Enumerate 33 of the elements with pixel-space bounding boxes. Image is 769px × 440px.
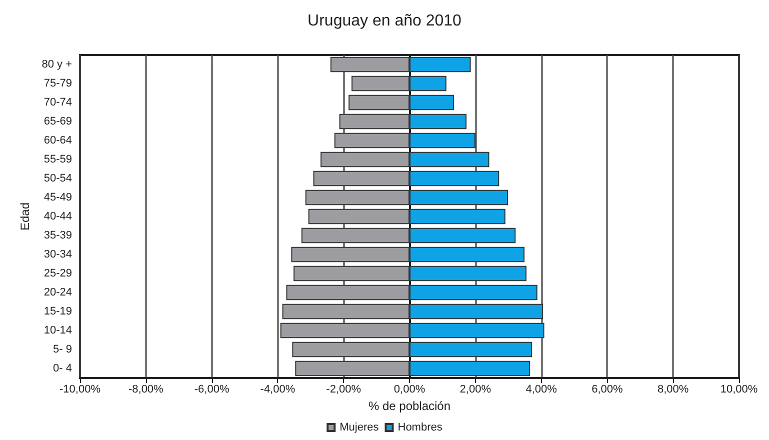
legend-label: Hombres <box>398 422 443 434</box>
x-tick-label: -2,00% <box>326 384 362 396</box>
y-tick-label: 25-29 <box>44 268 72 280</box>
y-tick-label: 50-54 <box>44 172 72 184</box>
x-axis-title: % de población <box>368 399 451 413</box>
y-tick-label: 0- 4 <box>53 362 72 374</box>
x-tick-label: -4,00% <box>260 384 296 396</box>
y-tick-label: 20-24 <box>44 286 72 298</box>
y-tick-label: 55-59 <box>44 154 72 166</box>
y-tick-label: 75-79 <box>44 78 72 90</box>
x-tick-label: -10,00% <box>60 384 101 396</box>
x-tick-label: 8,00% <box>658 384 689 396</box>
chart-title: Uruguay en año 2010 <box>308 12 462 30</box>
y-tick-label: 30-34 <box>44 248 72 260</box>
x-tick-label: 4,00% <box>526 384 558 396</box>
y-tick-label: 80 y + <box>42 58 72 70</box>
x-tick-label: 10,00% <box>720 384 758 396</box>
y-tick-label: 60-64 <box>44 134 72 146</box>
x-tick-label: 0,00% <box>394 384 426 396</box>
y-tick-label: 35-39 <box>44 230 72 242</box>
legend-label: Mujeres <box>340 422 380 434</box>
y-tick-label: 5- 9 <box>53 344 72 356</box>
x-tick-label: -6,00% <box>194 384 230 396</box>
y-tick-label: 45-49 <box>44 192 72 204</box>
x-tick-label: 6,00% <box>592 384 624 396</box>
y-axis-title: Edad <box>18 202 32 231</box>
y-tick-label: 40-44 <box>44 210 72 222</box>
y-tick-label: 70-74 <box>44 96 72 108</box>
y-tick-label: 65-69 <box>44 116 72 128</box>
x-tick-label: -8,00% <box>128 384 164 396</box>
y-tick-label: 10-14 <box>44 324 72 336</box>
x-tick-label: 2,00% <box>460 384 492 396</box>
y-tick-label: 15-19 <box>44 306 72 318</box>
